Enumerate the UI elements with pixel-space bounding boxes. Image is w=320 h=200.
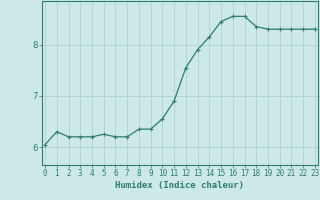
X-axis label: Humidex (Indice chaleur): Humidex (Indice chaleur): [116, 181, 244, 190]
